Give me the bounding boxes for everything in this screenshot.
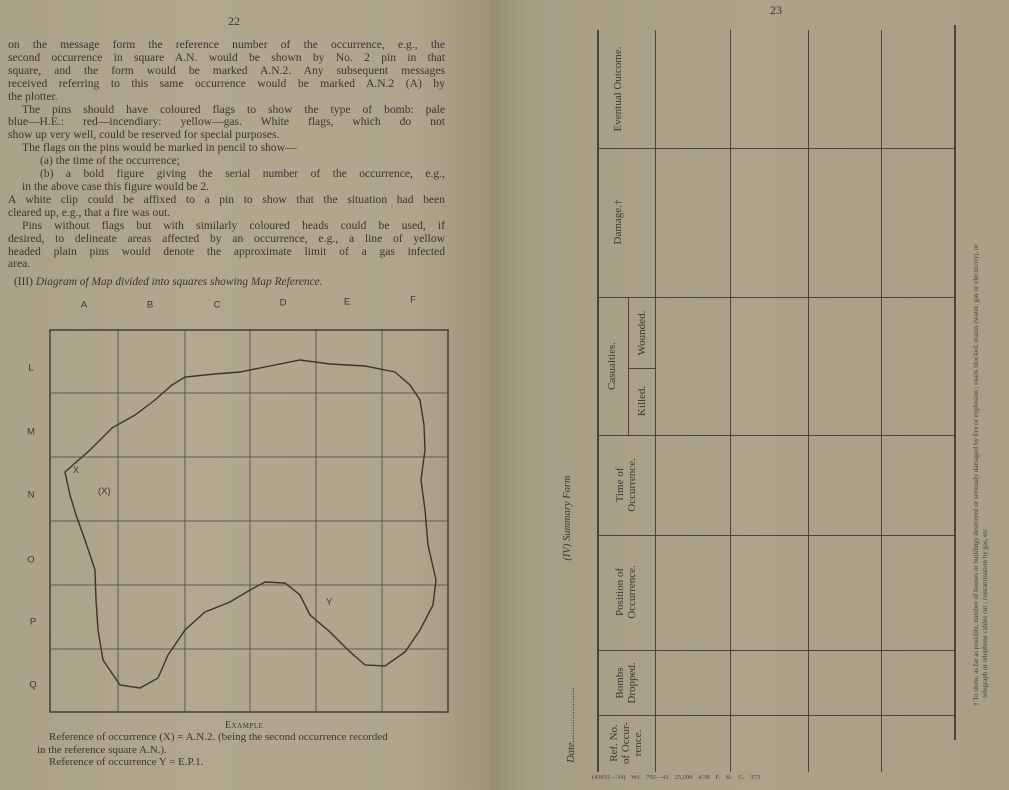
table-line	[598, 435, 955, 436]
grid-lines	[50, 330, 448, 712]
text-line: desired, to delineate areas affected by …	[8, 232, 445, 245]
text-line: on the message form the reference number…	[8, 39, 445, 51]
table-line	[881, 30, 882, 772]
footnote-line: telegraph or telephone cables cut ; cont…	[981, 526, 989, 698]
page-number-right: 23	[770, 3, 782, 17]
header-line: Occurrence.	[626, 565, 638, 619]
header-killed: Killed.	[636, 385, 648, 417]
table-line	[598, 535, 955, 536]
text-line: The flags on the pins would be marked in…	[22, 142, 297, 155]
map-row-label: L	[28, 362, 34, 374]
example-line: in the reference square A.N.).	[37, 744, 167, 756]
header-casualties: Casualties.	[606, 342, 618, 390]
header-time: Time of Occurrence.	[614, 458, 638, 511]
affected-area-outline	[64, 359, 437, 689]
table-line	[598, 650, 955, 651]
reference-x-label: (X)	[98, 486, 111, 497]
map-column-label: B	[146, 299, 154, 311]
header-wounded: Wounded.	[636, 310, 648, 356]
left-page	[0, 0, 490, 790]
header-line: Position of	[614, 568, 626, 616]
caption-text: Diagram of Map divided into squares show…	[35, 276, 323, 288]
text-line: area.	[8, 258, 31, 271]
table-border	[597, 30, 599, 772]
map-column-label: F	[410, 294, 416, 306]
text-line: second occurrence in square A.N. would b…	[8, 51, 445, 64]
footnote-line: † To show, as far as possible, number of…	[972, 244, 980, 706]
printer-imprint: (43831—34) Wt. 792—41 25,000 4/38 F. St.…	[592, 774, 761, 781]
point-x-label: X	[73, 465, 80, 475]
footnote: † To show, as far as possible, number of…	[972, 244, 990, 706]
header-line: Bombs	[614, 667, 626, 699]
text-line: A white clip could be affixed to a pin t…	[8, 193, 445, 206]
text-line: the plotter.	[8, 90, 58, 103]
text-line: cleared up, e.g., that a fire was out.	[8, 206, 171, 219]
table-line	[808, 30, 809, 772]
date-field[interactable]: Date.....................	[566, 687, 577, 763]
text-line: received referring to this same occurren…	[8, 77, 445, 90]
table-line	[598, 148, 955, 149]
table-line	[655, 30, 656, 772]
map-column-label: C	[213, 299, 221, 311]
header-ref-no: Ref. No. of Occur- rence.	[608, 722, 644, 764]
text-line: blue—H.E.: red—incendiary: yellow—gas. W…	[8, 116, 445, 129]
text-line: Pins without flags but with similarly co…	[22, 219, 445, 232]
text-line: headed plain pins would denote the appro…	[8, 245, 445, 258]
right-page	[490, 0, 1009, 790]
text-line: (a) the time of the occurrence;	[40, 155, 181, 168]
header-line: Dropped.	[626, 662, 638, 704]
table-border	[954, 25, 956, 740]
map-grid-diagram	[49, 329, 449, 713]
table-line	[598, 715, 955, 716]
map-row-label: O	[27, 554, 35, 566]
table-line	[629, 368, 655, 369]
header-line: of Occur-	[620, 721, 632, 765]
table-line	[730, 30, 731, 772]
text-line: in the above case this figure would be 2…	[22, 180, 210, 193]
header-bombs-dropped: Bombs Dropped.	[614, 662, 638, 703]
header-position: Position of Occurrence.	[614, 565, 638, 618]
page-number-left: 22	[228, 14, 240, 28]
text-line: The pins should have coloured flags to s…	[22, 103, 445, 116]
header-line: Occurrence.	[626, 458, 638, 512]
text-line: square, and the form would be marked A.N…	[8, 64, 445, 77]
diagram-caption: (III) Diagram of Map divided into square…	[14, 276, 323, 288]
header-line: rence.	[632, 729, 644, 757]
map-row-label: N	[27, 489, 35, 501]
map-column-label: E	[343, 296, 351, 308]
example-line: Reference of occurrence Y = E.P.1.	[49, 756, 204, 768]
table-line	[628, 297, 629, 435]
map-column-label: A	[80, 299, 88, 311]
caption-prefix: (III)	[14, 276, 33, 288]
text-line: (b) a bold figure giving the serial numb…	[40, 168, 445, 181]
map-row-label: M	[27, 426, 35, 438]
header-damage: Damage.†	[612, 199, 624, 245]
body-text: on the message form the reference number…	[8, 39, 445, 271]
point-y-label: Y	[326, 597, 333, 608]
header-line: Time of	[614, 467, 626, 503]
header-line: Ref. No.	[608, 724, 620, 762]
map-row-label: P	[29, 616, 37, 628]
example-line: Reference of occurrence (X) = A.N.2. (be…	[49, 731, 388, 743]
header-eventual-outcome: Eventual Outcome.	[612, 46, 624, 132]
map-column-label: D	[279, 297, 287, 309]
summary-form-title: (IV) Summary Form	[562, 475, 573, 561]
example-heading: Example	[225, 720, 264, 731]
text-line: show up very well, could be reserved for…	[8, 129, 280, 142]
table-line	[598, 297, 955, 298]
map-row-label: Q	[29, 679, 37, 691]
